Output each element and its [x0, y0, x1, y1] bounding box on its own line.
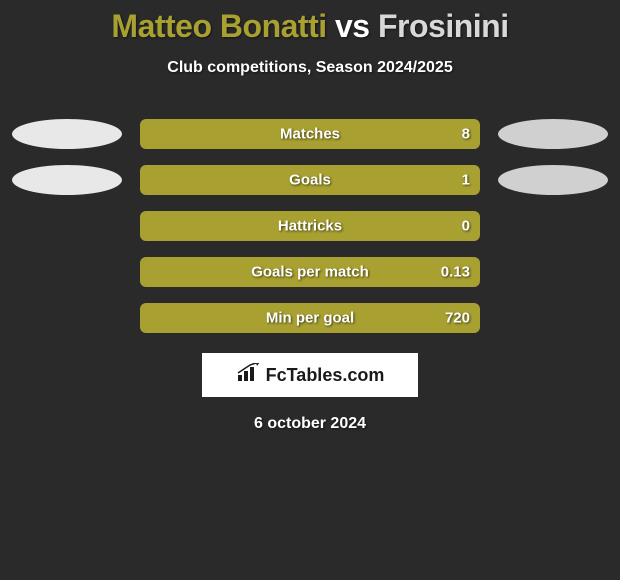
stat-label: Hattricks — [278, 218, 342, 235]
stat-row: Matches 8 — [0, 119, 620, 149]
logo-text: FcTables.com — [266, 365, 385, 386]
stat-bar: Matches 8 — [140, 119, 480, 149]
left-ellipse — [12, 165, 122, 195]
stats-rows: Matches 8 Goals 1 Hattricks 0 Goals — [0, 119, 620, 333]
stat-value: 1 — [462, 172, 470, 189]
page-title: Matteo Bonatti vs Frosinini — [0, 8, 620, 45]
left-ellipse — [12, 119, 122, 149]
stat-label: Min per goal — [266, 310, 354, 327]
stat-row: Goals per match 0.13 — [0, 257, 620, 287]
right-ellipse — [498, 119, 608, 149]
stat-bar: Hattricks 0 — [140, 211, 480, 241]
stat-row: Goals 1 — [0, 165, 620, 195]
subtitle: Club competitions, Season 2024/2025 — [0, 59, 620, 77]
stat-bar: Min per goal 720 — [140, 303, 480, 333]
stat-row: Min per goal 720 — [0, 303, 620, 333]
stat-label: Goals — [289, 172, 331, 189]
stat-value: 0 — [462, 218, 470, 235]
stat-value: 8 — [462, 126, 470, 143]
stat-value: 720 — [445, 310, 470, 327]
title-vs: vs — [335, 8, 370, 44]
stat-bar: Goals 1 — [140, 165, 480, 195]
date-text: 6 october 2024 — [0, 415, 620, 433]
stat-row: Hattricks 0 — [0, 211, 620, 241]
infographic-container: Matteo Bonatti vs Frosinini Club competi… — [0, 0, 620, 433]
stat-bar: Goals per match 0.13 — [140, 257, 480, 287]
logo-box: FcTables.com — [202, 353, 418, 397]
title-player1: Matteo Bonatti — [111, 8, 326, 44]
stat-label: Goals per match — [251, 264, 369, 281]
stat-value: 0.13 — [441, 264, 470, 281]
title-player2: Frosinini — [378, 8, 509, 44]
stat-label: Matches — [280, 126, 340, 143]
chart-icon — [236, 363, 262, 388]
right-ellipse — [498, 165, 608, 195]
